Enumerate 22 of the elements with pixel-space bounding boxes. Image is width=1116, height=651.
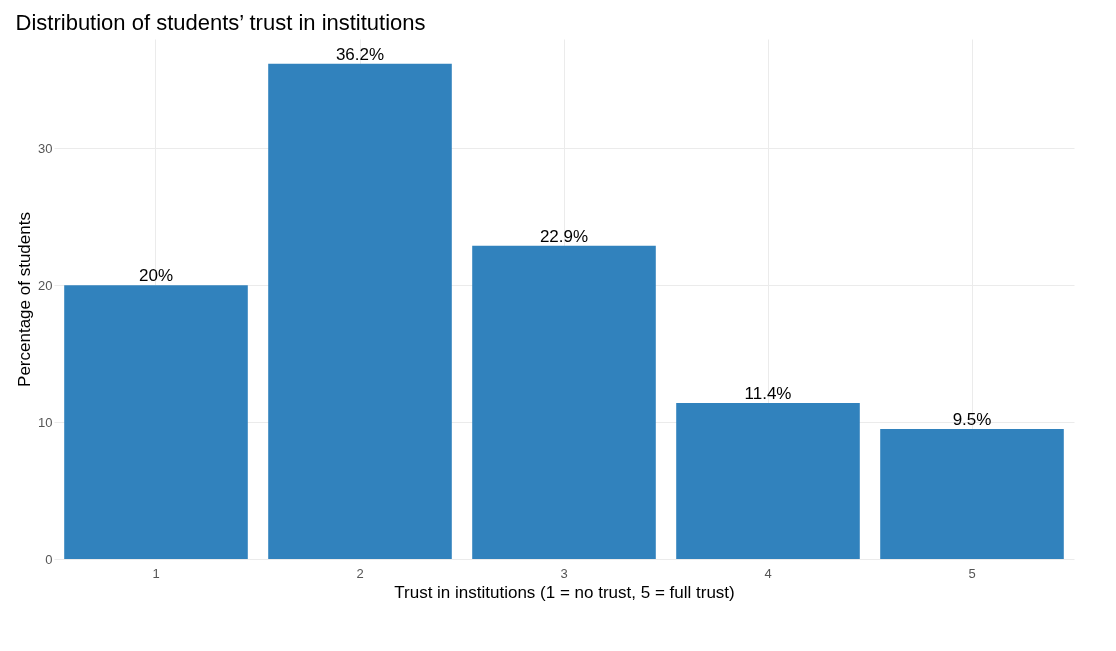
bar <box>472 245 656 559</box>
x-tick-label: 3 <box>560 565 568 581</box>
bar <box>880 429 1064 559</box>
data-label: 22.9% <box>539 226 589 246</box>
y-tick-label: 30 <box>38 140 53 156</box>
bar <box>268 63 452 559</box>
x-axis-title: Trust in institutions (1 = no trust, 5 = full trust) <box>394 582 735 602</box>
y-tick-label: 20 <box>38 277 53 293</box>
data-label: 9.5% <box>952 410 992 429</box>
x-tick-label: 1 <box>152 565 160 581</box>
y-axis-title: Percentage of students <box>15 212 35 387</box>
chart-title: Distribution of students’ trust in institutions <box>15 10 426 35</box>
bar <box>64 285 248 559</box>
x-tick-label: 4 <box>764 565 772 581</box>
data-label: 36.2% <box>335 44 385 64</box>
x-tick-label: 2 <box>356 565 364 581</box>
data-label: 11.4% <box>744 384 792 403</box>
bar <box>676 403 860 559</box>
y-tick-label: 10 <box>38 414 53 430</box>
data-label: 20% <box>138 266 174 286</box>
x-tick-label: 5 <box>968 565 976 581</box>
y-tick-label: 0 <box>45 551 53 567</box>
